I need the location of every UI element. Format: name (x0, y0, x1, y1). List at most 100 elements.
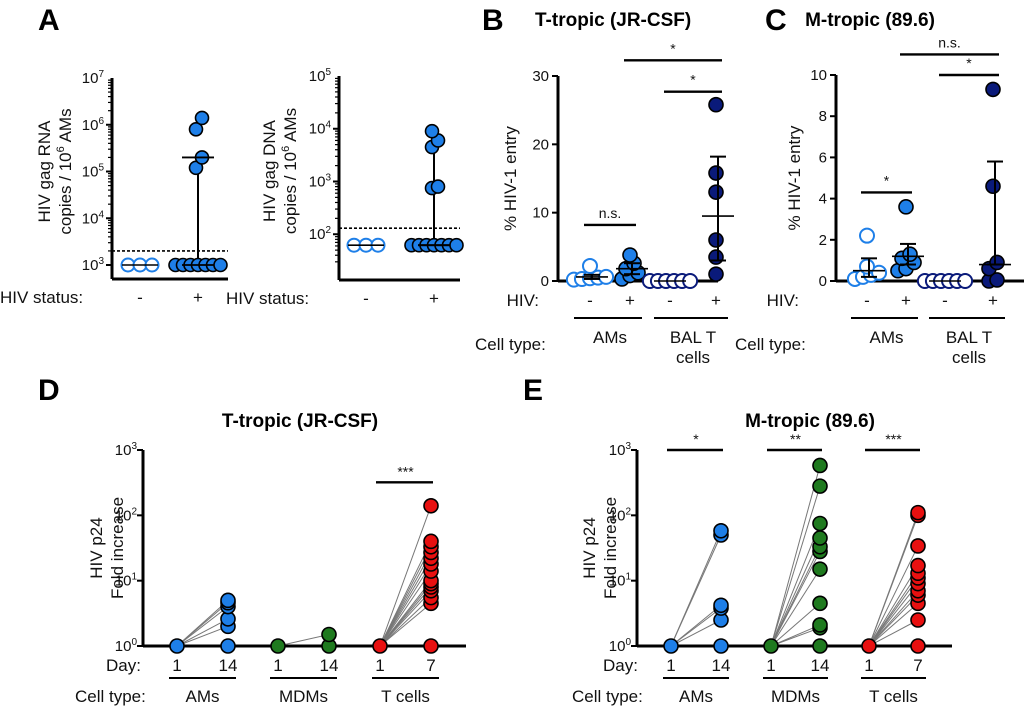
y-tick-label: 10 (810, 67, 827, 84)
paired-connector (868, 572, 919, 647)
paired-connector (770, 602, 821, 647)
cell-type-label: AMs (679, 687, 713, 706)
panel-letter-a: A (38, 4, 60, 37)
data-point-day-late (812, 515, 828, 532)
data-point-day-late (812, 530, 828, 546)
day-label: 14 (811, 656, 830, 675)
data-point-day-1 (763, 638, 779, 654)
data-point-hiv-positive (188, 121, 204, 137)
day-label: 1 (864, 656, 873, 675)
y-tick-label: 2 (819, 232, 827, 249)
y-tick-label: 30 (532, 68, 549, 85)
cell-type-label: T cells (381, 687, 430, 706)
paired-connector (770, 568, 821, 647)
paired-connector (379, 580, 432, 647)
data-point-day-late (713, 522, 729, 539)
y-axis-title: HIV gag RNA copies / 106 AMs (35, 108, 75, 234)
cell-type-row-label: Cell type: (735, 335, 806, 354)
paired-connector (379, 541, 432, 647)
data-point-day-late (812, 457, 828, 474)
hiv-status-label: HIV status: (226, 289, 309, 308)
significance-label: * (966, 55, 972, 71)
data-point-day-1 (663, 638, 679, 654)
day-label: 1 (375, 656, 384, 675)
paired-connector (379, 570, 432, 647)
y-tick-label: 103 (82, 256, 105, 274)
significance-label: n.s. (599, 205, 622, 221)
hiv-status-label: HIV status: (0, 288, 83, 307)
data-point (859, 227, 875, 244)
y-tick-label: 106 (82, 116, 105, 134)
data-point (708, 232, 724, 248)
significance-label: * (884, 172, 890, 188)
data-point-day-late (910, 612, 926, 628)
data-point-day-1 (861, 638, 877, 654)
data-point (989, 272, 1005, 288)
data-point-hiv-positive (194, 110, 210, 126)
data-point-day-late (812, 595, 828, 612)
data-point-day-late (423, 638, 439, 654)
y-tick-label: 104 (309, 120, 332, 138)
data-point-day-late (321, 626, 337, 643)
day-label: 1 (172, 656, 181, 675)
paired-connector (379, 505, 432, 647)
data-point-day-late (812, 617, 828, 633)
y-tick-label: 107 (82, 69, 105, 87)
y-tick-label: 102 (115, 506, 138, 524)
cell-type-row-label: Cell type: (572, 687, 643, 706)
paired-connector (868, 545, 919, 647)
day-label: 1 (666, 656, 675, 675)
cell-type-label: AMs (186, 687, 220, 706)
hiv-category-label: - (667, 291, 673, 310)
cell-type-label-line2: cells (952, 348, 986, 367)
panel-title-c: M-tropic (89.6) (805, 10, 935, 31)
paired-connector (379, 597, 432, 647)
cell-type-label: T cells (869, 687, 918, 706)
y-tick-label: 4 (819, 191, 827, 208)
y-axis-title-line2: copies / 10 (56, 152, 75, 234)
panel-title-b: T-tropic (JR-CSF) (535, 10, 691, 31)
y-tick-label: 100 (115, 637, 138, 655)
y-axis-title-line1: HIV p24 (580, 517, 599, 578)
y-tick-label: 104 (82, 209, 105, 227)
hiv-category-label: - (587, 291, 593, 310)
panel-letter-b: B (482, 4, 504, 37)
cell-type-label-line2: cells (676, 348, 710, 367)
paired-connector (770, 546, 821, 647)
data-point-day-late (423, 497, 439, 514)
y-axis-title-line1: HIV gag DNA (260, 119, 279, 222)
data-point-hiv-positive (424, 123, 440, 139)
data-point-day-late (812, 638, 828, 654)
hiv-category-label: + (988, 291, 998, 310)
day-label: 14 (712, 656, 731, 675)
y-tick-label: 100 (609, 637, 632, 655)
y-axis-title-line1: HIV gag RNA (35, 120, 54, 223)
y-axis-title: HIV gag DNA copies / 106 AMs (260, 108, 300, 234)
y-axis-title-line2: Fold increase (601, 497, 620, 599)
data-point-day-late (812, 561, 828, 577)
paired-connector (176, 599, 229, 647)
data-point-day-1 (372, 638, 388, 654)
paired-connector (277, 634, 330, 647)
panel-letter-c: C (765, 4, 787, 37)
data-point (708, 165, 724, 181)
y-tick-label: 20 (532, 136, 549, 153)
hiv-row-label: HIV: (767, 291, 799, 310)
data-point (985, 81, 1001, 98)
data-point-day-1 (270, 638, 286, 654)
data-point (898, 199, 914, 215)
y-axis-title: HIV p24 Fold increase (87, 497, 127, 599)
paired-connector (176, 618, 229, 647)
paired-connector (770, 465, 821, 647)
data-point-day-late (910, 504, 926, 521)
paired-connector (670, 530, 722, 647)
data-point-hiv-positive (449, 237, 464, 253)
data-point (622, 247, 638, 263)
category-label-negative: - (137, 288, 143, 307)
y-axis-title: HIV p24 Fold increase (580, 497, 620, 599)
cell-type-row-label: Cell type: (475, 335, 546, 354)
data-point-day-late (220, 592, 236, 609)
y-tick-label: 103 (609, 441, 632, 459)
significance-label: * (690, 72, 696, 88)
